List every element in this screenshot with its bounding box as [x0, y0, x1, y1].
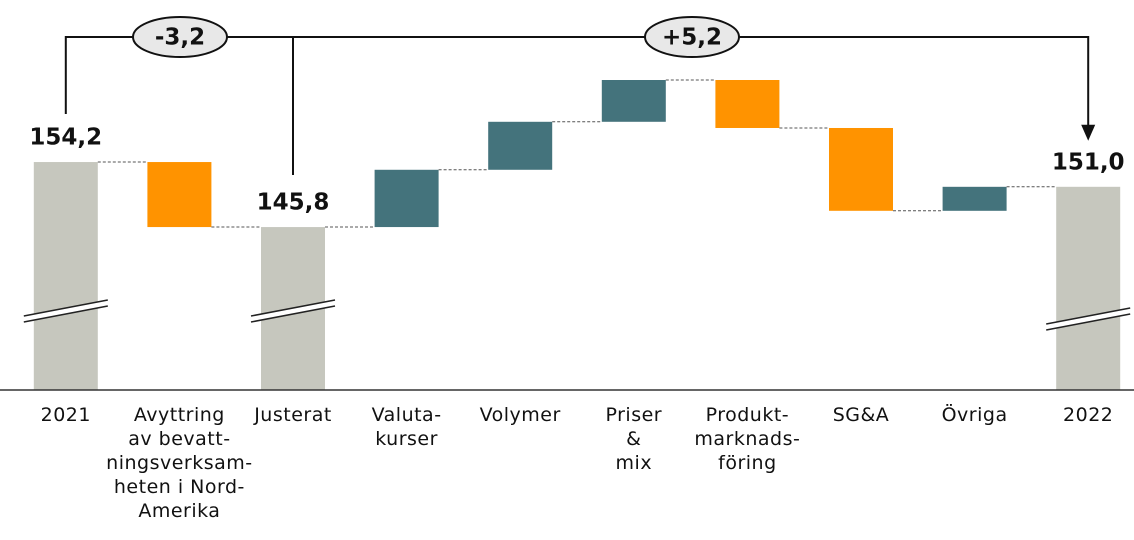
x-tick-label-line: 2022: [1063, 404, 1113, 426]
increase-bar: [942, 186, 1007, 211]
x-tick-label: 2021: [41, 404, 91, 426]
x-tick-label: Valuta-kurser: [372, 404, 442, 450]
annotation-bubble: [644, 16, 740, 58]
x-tick-label-line: kurser: [375, 428, 438, 450]
value-label: 151,0: [1052, 149, 1125, 175]
axis-break: [23, 300, 108, 322]
axis-break-line: [250, 305, 336, 323]
decrease-bar: [715, 80, 780, 128]
x-tick-label-line: &: [626, 428, 641, 450]
x-tick-label: Avyttring av bevatt-ningsverksam-heten i …: [106, 404, 252, 522]
x-tick-label-line: SG&A: [833, 404, 890, 426]
x-tick-label-line: mix: [616, 452, 653, 474]
axis-break-line: [23, 299, 108, 317]
x-tick-label-line: heten i Nord-: [114, 476, 245, 498]
x-tick-label: Produkt-marknads-föring: [694, 404, 800, 474]
axis-break: [1046, 308, 1131, 330]
increase-bar: [488, 121, 553, 170]
annotation: +5,2: [662, 25, 722, 51]
x-tick-label-line: Produkt-: [706, 404, 790, 426]
x-tick-label-line: Övriga: [942, 403, 1008, 426]
x-tick-label-line: ningsverksam-: [106, 452, 252, 474]
x-tick-label: Övriga: [942, 403, 1008, 426]
axis-break-line: [1046, 313, 1131, 331]
x-tick-label-line: föring: [718, 452, 777, 474]
decrease-bar: [829, 127, 893, 211]
x-tick-label-line: av bevatt-: [128, 428, 230, 450]
value-label: 154,2: [29, 125, 102, 151]
x-tick-label: Priser & mix: [605, 404, 662, 474]
x-tick-label: Volymer: [480, 404, 561, 426]
increase-bar: [601, 80, 666, 122]
x-tick-label-line: marknads-: [694, 428, 800, 450]
axis-break-line: [23, 305, 108, 323]
x-tick-label-line: Priser: [605, 404, 662, 426]
bracket: [64, 36, 1090, 137]
decrease-bar: [147, 162, 212, 228]
total-bar: [33, 162, 98, 390]
total-bar: [1056, 186, 1121, 390]
annotation: -3,2: [155, 25, 205, 51]
x-tick-label: Justerat: [253, 404, 332, 426]
x-tick-label-line: Valuta-: [372, 404, 442, 426]
x-tick-label: 2022: [1063, 404, 1113, 426]
axis-break-line: [250, 299, 336, 317]
x-tick-label-line: Avyttring: [134, 404, 225, 426]
arrow-head: [1081, 124, 1096, 141]
increase-bar: [374, 169, 439, 228]
x-tick-label: SG&A: [833, 404, 890, 426]
axis-break: [251, 300, 335, 322]
x-tick-label-line: Amerika: [138, 500, 220, 522]
value-label: 145,8: [257, 190, 330, 216]
annotation-bubble: [132, 16, 228, 58]
x-tick-label-line: 2021: [41, 404, 91, 426]
axis-break-line: [1046, 307, 1131, 325]
x-tick-label-line: Volymer: [480, 404, 561, 426]
x-tick-label-line: Justerat: [253, 404, 332, 426]
